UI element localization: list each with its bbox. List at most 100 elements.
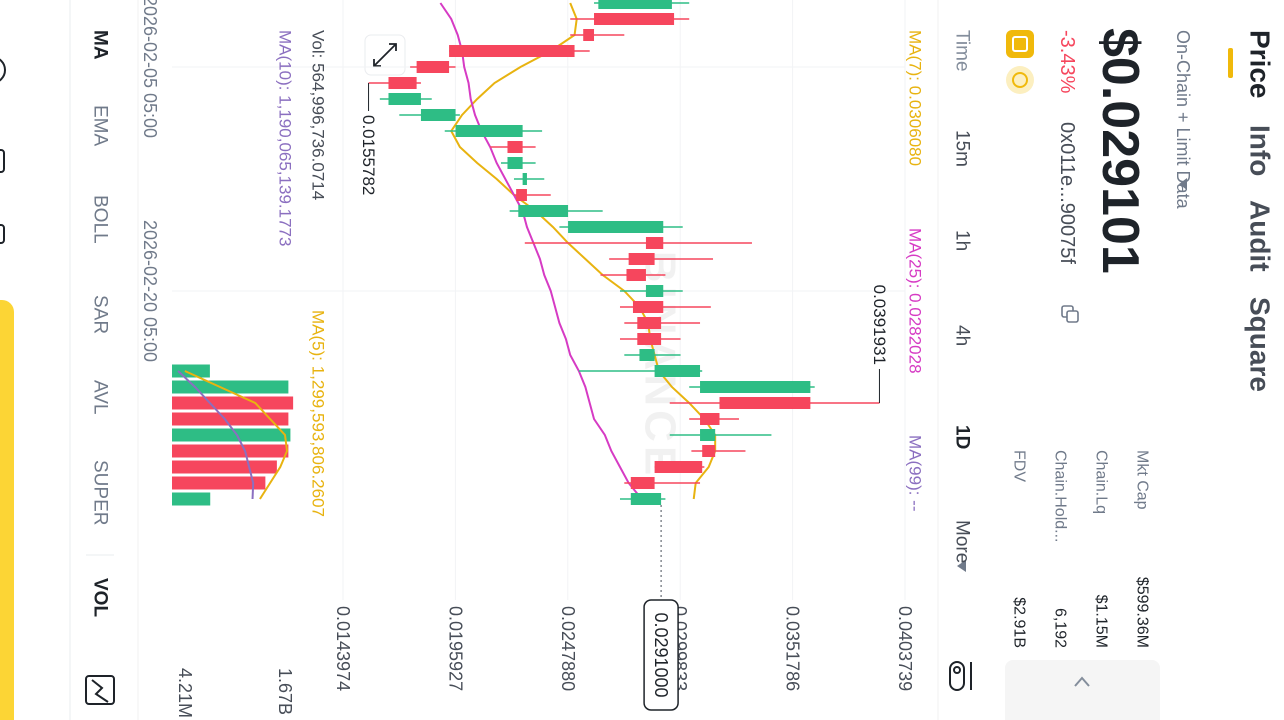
tab[interactable]: Info <box>1245 125 1276 176</box>
candle-body <box>654 365 701 377</box>
indicator-tab[interactable]: BOLL <box>90 195 111 244</box>
candle-body <box>568 221 664 233</box>
chart-settings-icon[interactable] <box>949 661 972 691</box>
legend-entry: MA(7): 0.0306080 <box>906 30 925 166</box>
candle-body <box>507 157 523 169</box>
data-source[interactable]: On-Chain + Limit Data <box>1173 30 1193 210</box>
indicator-tab[interactable]: VOL <box>90 578 111 617</box>
collapse-chevron <box>1074 676 1090 687</box>
token-icon <box>1006 66 1034 94</box>
more-caret <box>957 560 966 572</box>
candle-body <box>388 77 417 89</box>
indicator-settings-icon[interactable] <box>85 675 115 705</box>
contract-address: 0x011e...90075f <box>1056 122 1078 264</box>
volume-legend: MA(5): 1,299,593,806.2607 <box>309 310 328 517</box>
timeframe[interactable]: Time <box>952 30 973 72</box>
chain-icon <box>1006 30 1034 58</box>
expand-arrows <box>373 43 397 67</box>
tab-underline <box>1228 48 1233 78</box>
candle-body <box>645 285 664 297</box>
high-label: 0.0391931 <box>870 285 889 365</box>
token-icon-mark <box>1012 72 1028 88</box>
candle-body <box>632 301 664 313</box>
candle-body <box>516 189 527 201</box>
candle-body <box>637 333 662 345</box>
candle-body <box>583 29 595 41</box>
collapse-panel[interactable] <box>1005 660 1160 720</box>
last-price-label: 0.0291000 <box>651 612 671 697</box>
candle-body <box>637 317 662 329</box>
trade-button[interactable] <box>0 300 14 720</box>
candle-body <box>598 0 672 9</box>
price-change: -3.43% <box>1056 30 1078 94</box>
candle-body <box>719 397 811 409</box>
tab[interactable]: Audit <box>1245 200 1276 272</box>
candle-body <box>700 429 716 441</box>
stat-value: $2.91B <box>1011 597 1028 648</box>
timeframe[interactable]: 4h <box>952 325 973 346</box>
volume-legend: Vol: 564,996,736.0714 <box>309 30 328 200</box>
volume-tick-label: 4.21M <box>175 668 195 718</box>
indicator-tab[interactable]: AVL <box>90 380 111 415</box>
indicator-tab[interactable]: EMA <box>90 105 111 147</box>
legend-entry: MA(25): 0.0282028 <box>906 228 925 374</box>
last-price-box <box>643 599 679 711</box>
indicator-tab[interactable]: SAR <box>90 295 111 334</box>
nav-icon[interactable] <box>0 224 5 244</box>
volume-bar <box>172 460 277 474</box>
dropdown-caret <box>1179 178 1187 190</box>
volume-ma-line <box>184 370 289 500</box>
stat-value: 6,192 <box>1052 608 1069 648</box>
x-tick-label: 2026-02-05 05:00 <box>140 0 160 138</box>
candle-body <box>455 125 523 137</box>
candle-body <box>702 445 716 457</box>
candle-body <box>522 173 527 185</box>
volume-tick-label: 1.67B <box>275 668 295 715</box>
x-tick-label: 2026-02-20 05:00 <box>140 220 160 362</box>
indicator-tab[interactable]: MA <box>90 30 111 60</box>
volume-bar <box>171 364 210 378</box>
timeframe[interactable]: 1D <box>952 425 973 449</box>
stat-label: FDV <box>1011 450 1028 482</box>
volume-bar <box>171 428 291 442</box>
indicator-tab[interactable]: SUPER <box>90 460 111 525</box>
nav-icon[interactable] <box>0 149 5 173</box>
y-tick-label: 0.0195927 <box>445 606 465 691</box>
volume-bar <box>172 444 289 458</box>
volume-ma-line <box>177 370 255 500</box>
timeframe[interactable]: 1h <box>952 230 973 251</box>
stat-value: $1.15M <box>1093 595 1110 648</box>
chain-icon-mark <box>1012 36 1028 52</box>
stat-label: Mkt Cap <box>1134 450 1151 510</box>
candle-body <box>630 493 662 505</box>
stat-value: $599.36M <box>1134 577 1151 648</box>
candle-body <box>507 141 523 153</box>
nav-icon[interactable] <box>0 56 6 84</box>
candle-body <box>630 477 655 489</box>
candle-body <box>639 349 655 361</box>
tab[interactable]: Square <box>1245 297 1276 392</box>
candle-body <box>700 381 811 393</box>
candle-body <box>700 413 720 425</box>
stat-label: Chain.Hold... <box>1052 450 1069 543</box>
tab[interactable]: Price <box>1245 30 1276 99</box>
y-tick-label: 0.0247880 <box>558 606 578 691</box>
timeframe[interactable]: 15m <box>952 130 973 167</box>
candle-body <box>420 109 456 121</box>
volume-bar <box>172 476 266 490</box>
copy-icon[interactable] <box>1061 305 1079 323</box>
volume-bar <box>172 492 211 506</box>
candle-body <box>449 45 575 57</box>
candle-body <box>594 13 675 25</box>
price: $0.029101 <box>1091 28 1149 274</box>
volume-bar <box>172 380 289 394</box>
candle-body <box>416 61 450 73</box>
candle-body <box>626 269 646 281</box>
timeframe[interactable]: More <box>952 520 973 563</box>
ma-line <box>439 2 643 500</box>
candle-body <box>518 205 569 217</box>
stat-label: Chain.Lq <box>1093 450 1110 514</box>
y-tick-label: 0.0403739 <box>895 606 915 691</box>
